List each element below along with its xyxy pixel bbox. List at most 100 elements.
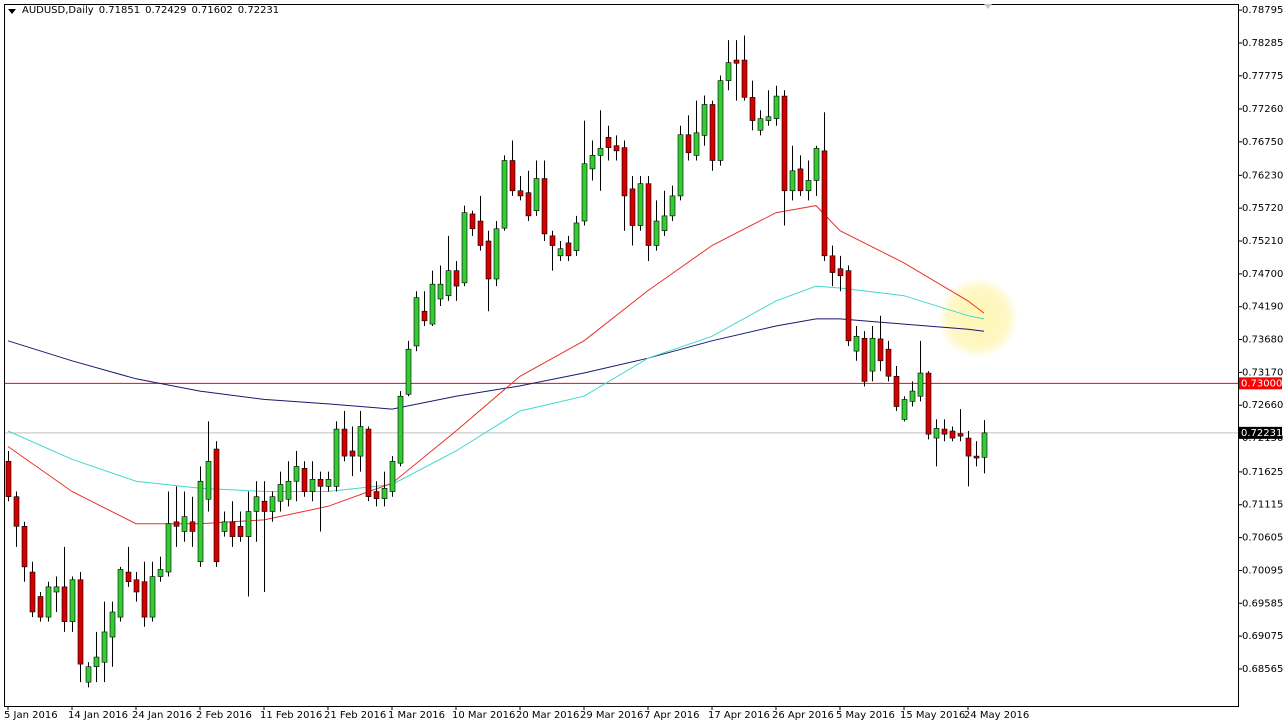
- candle-body: [61, 586, 68, 622]
- candle-body: [437, 283, 444, 300]
- candle-body: [517, 190, 524, 197]
- candle-body: [733, 59, 740, 64]
- candle-body: [581, 163, 588, 222]
- candle-body: [397, 395, 404, 464]
- candle-body: [357, 426, 364, 457]
- candle-body: [101, 631, 108, 663]
- candle-body: [789, 170, 796, 192]
- x-tick-label: 7 Apr 2016: [644, 710, 699, 721]
- y-tick-label: 0.78795: [1242, 5, 1283, 16]
- candle-body: [941, 428, 948, 435]
- plot: [4, 35, 1238, 688]
- candle-body: [613, 145, 620, 152]
- candle-body: [693, 132, 700, 156]
- candle-body: [485, 240, 492, 280]
- x-tick-label: 17 Apr 2016: [708, 710, 770, 721]
- candle-body: [261, 500, 268, 512]
- candle-body: [301, 468, 308, 492]
- candle-body: [653, 220, 660, 246]
- candle-body: [909, 390, 916, 402]
- candle-body: [453, 270, 460, 287]
- x-tick-label: 5 May 2016: [836, 710, 895, 721]
- candle-body: [549, 235, 556, 246]
- candle-body: [525, 192, 532, 217]
- candle-body: [253, 496, 260, 512]
- candle-body: [885, 348, 892, 377]
- candle-body: [213, 448, 220, 563]
- candle-body: [917, 372, 924, 397]
- candle-body: [245, 511, 252, 537]
- candle-body: [669, 195, 676, 217]
- candle-body: [141, 581, 148, 618]
- candle-body: [45, 586, 52, 618]
- y-tick-label: 0.70605: [1242, 533, 1283, 544]
- candle-body: [229, 521, 236, 537]
- candle-body: [85, 666, 92, 683]
- candle-body: [157, 569, 164, 577]
- candle-body: [93, 656, 100, 668]
- y-tick-label: 0.75720: [1242, 203, 1283, 214]
- candle-body: [165, 523, 172, 573]
- x-tick-label: 2 Feb 2016: [196, 710, 252, 721]
- candle-body: [469, 213, 476, 230]
- candle-body: [637, 183, 644, 226]
- candle-body: [725, 62, 732, 81]
- candle-body: [869, 337, 876, 372]
- x-tick-label: 1 Mar 2016: [388, 710, 445, 721]
- y-tick-label: 0.69585: [1242, 598, 1283, 609]
- candle-body: [13, 496, 20, 527]
- candle-body: [461, 212, 468, 284]
- candle-body: [29, 571, 36, 613]
- candle-body: [405, 348, 412, 395]
- y-tick-label: 0.76230: [1242, 170, 1283, 181]
- x-tick-label: 24 Jan 2016: [132, 710, 192, 721]
- candle-body: [557, 248, 564, 257]
- y-tick-label: 0.71625: [1242, 467, 1283, 478]
- candle-body: [133, 579, 140, 593]
- candle-body: [21, 526, 28, 568]
- y-tick-label: 0.68565: [1242, 664, 1283, 675]
- header-low: 0.71602: [191, 5, 233, 16]
- y-tick-label: 0.73170: [1242, 367, 1283, 378]
- candle-body: [205, 460, 212, 500]
- candle-body: [125, 571, 132, 583]
- last-price-label: 0.72231: [1241, 428, 1282, 439]
- candle-body: [629, 188, 636, 226]
- candle-body: [421, 310, 428, 322]
- y-tick-label: 0.70095: [1242, 565, 1283, 576]
- candle-body: [293, 466, 300, 482]
- candle-body: [181, 516, 188, 532]
- x-tick-label: 14 Jan 2016: [68, 710, 128, 721]
- y-tick-label: 0.78285: [1242, 38, 1283, 49]
- candle-body: [173, 521, 180, 527]
- candle-body: [821, 150, 828, 257]
- candle-body: [925, 372, 932, 435]
- candle-body: [837, 268, 844, 277]
- moving-average: [7, 205, 985, 525]
- y-tick-label: 0.72660: [1242, 400, 1283, 411]
- header-close: 0.72231: [237, 5, 280, 16]
- x-tick-label: 21 Feb 2016: [324, 710, 386, 721]
- candle-body: [813, 147, 820, 181]
- candle-body: [197, 480, 204, 563]
- candle-body: [781, 95, 788, 192]
- y-tick-label: 0.77260: [1242, 104, 1283, 115]
- candle-body: [317, 478, 324, 487]
- y-tick-label: 0.74700: [1242, 269, 1283, 280]
- y-tick-label: 0.69075: [1242, 631, 1283, 642]
- header-high: 0.72429: [145, 5, 187, 16]
- price-level-label: 0.73000: [1241, 378, 1282, 389]
- x-tick-label: 24 May 2016: [964, 710, 1029, 721]
- candle-body: [269, 496, 276, 512]
- candle-body: [621, 147, 628, 197]
- candle-body: [565, 242, 572, 257]
- candle-body: [477, 220, 484, 246]
- candle-body: [749, 97, 756, 121]
- x-tick-label: 10 Mar 2016: [452, 710, 515, 721]
- candle-body: [901, 399, 908, 420]
- candle-body: [509, 160, 516, 192]
- candle-body: [349, 450, 356, 457]
- price-level-box: [1239, 377, 1282, 390]
